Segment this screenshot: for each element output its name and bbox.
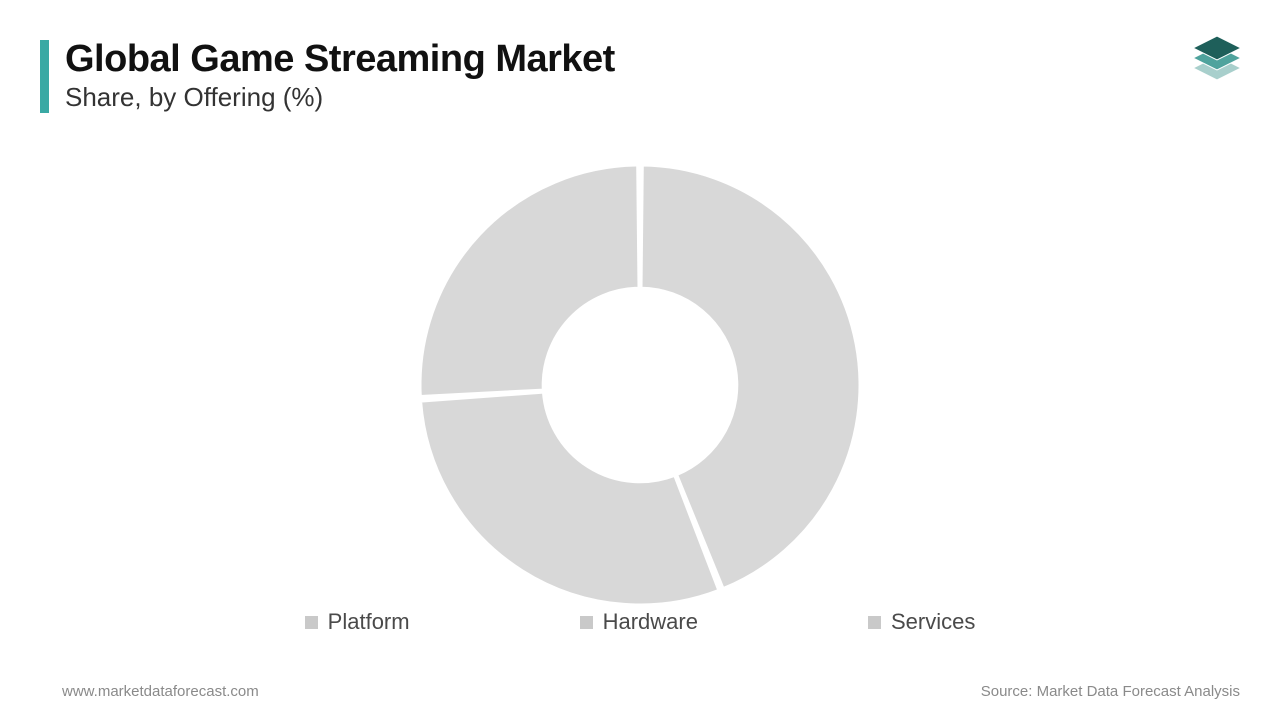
footer-source: Source: Market Data Forecast Analysis	[981, 683, 1240, 700]
footer-website: www.marketdataforecast.com	[62, 683, 259, 700]
title-block: Global Game Streaming Market Share, by O…	[65, 40, 615, 113]
legend-item: Platform	[305, 609, 410, 635]
legend-label: Hardware	[603, 609, 698, 635]
chart-legend: Platform Hardware Services	[0, 609, 1280, 635]
donut-chart	[0, 155, 1280, 615]
legend-label: Services	[891, 609, 975, 635]
legend-swatch-icon	[580, 616, 593, 629]
legend-item: Hardware	[580, 609, 698, 635]
brand-logo-icon	[1186, 26, 1248, 89]
accent-bar	[40, 40, 49, 113]
page-subtitle: Share, by Offering (%)	[65, 82, 615, 113]
donut-slice	[421, 392, 719, 605]
legend-label: Platform	[328, 609, 410, 635]
legend-swatch-icon	[868, 616, 881, 629]
page-title: Global Game Streaming Market	[65, 40, 615, 80]
header: Global Game Streaming Market Share, by O…	[40, 40, 615, 113]
infographic-frame: Global Game Streaming Market Share, by O…	[0, 0, 1280, 720]
donut-slice	[420, 165, 639, 397]
legend-item: Services	[868, 609, 975, 635]
legend-swatch-icon	[305, 616, 318, 629]
